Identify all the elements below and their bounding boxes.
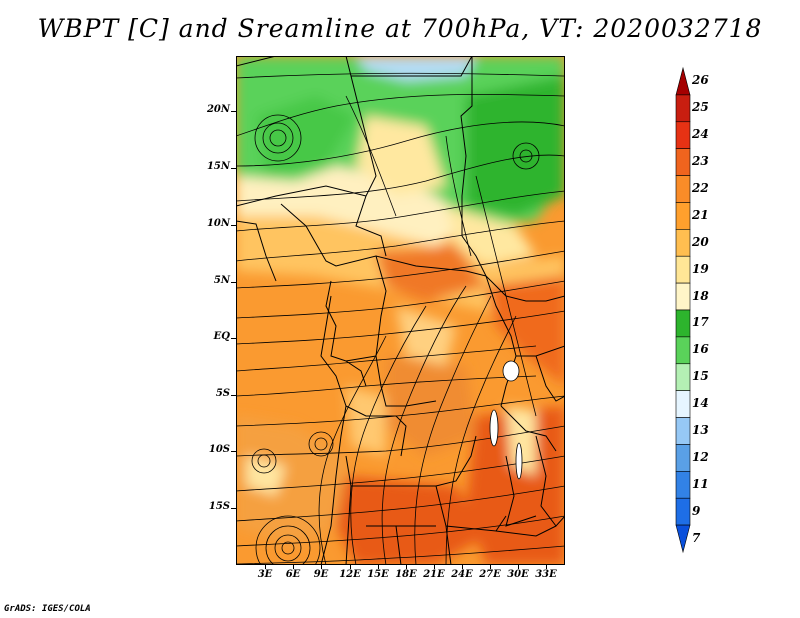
colorbar: [675, 66, 691, 554]
colorbar-segment: [675, 121, 691, 149]
colorbar-segment: [675, 175, 691, 203]
colorbar-segment: [675, 417, 691, 445]
colorbar-label: 21: [692, 207, 709, 222]
credit-text: GrADS: IGES/COLA: [4, 604, 91, 614]
lat-label: 5N: [213, 275, 230, 286]
lon-label: 33E: [535, 569, 557, 580]
colorbar-segment: [675, 94, 691, 123]
lat-label: 15S: [208, 501, 230, 512]
colorbar-label: 11: [692, 476, 709, 491]
lon-label: 24E: [451, 569, 473, 580]
lon-label: 21E: [423, 569, 445, 580]
colorbar-label: 9: [692, 503, 701, 518]
colorbar-segment: [675, 282, 691, 311]
colorbar-label: 22: [692, 181, 709, 195]
lat-label: 10S: [208, 444, 230, 455]
lat-label: 15N: [206, 161, 230, 172]
colorbar-segment: [675, 66, 691, 96]
colorbar-label: 24: [692, 127, 709, 142]
colorbar-segment: [675, 336, 691, 365]
lon-label: 12E: [339, 569, 361, 580]
lat-label: EQ: [213, 331, 230, 342]
colorbar-segment: [675, 390, 691, 418]
colorbar-label: 14: [692, 396, 709, 411]
colorbar-label: 7: [692, 530, 701, 545]
chart-title: WBPT [C] and Sreamline at 700hPa, VT: 20…: [37, 14, 763, 43]
lat-label: 10N: [206, 218, 230, 229]
colorbar-segment: [675, 202, 691, 230]
lon-label: 15E: [367, 569, 389, 580]
lon-label: 27E: [479, 569, 501, 580]
colorbar-label: 25: [692, 100, 709, 115]
lon-label: 30E: [507, 569, 529, 580]
map-panel: [236, 56, 565, 565]
colorbar-segment: [675, 444, 691, 472]
colorbar-segment: [675, 309, 691, 338]
colorbar-segment: [675, 229, 691, 257]
colorbar-label: 18: [692, 288, 709, 303]
colorbar-segment: [675, 363, 691, 391]
colorbar-label: 12: [692, 449, 709, 464]
lon-label: 18E: [395, 569, 417, 580]
colorbar-segment: [675, 524, 691, 554]
colorbar-label: 15: [692, 369, 709, 384]
colorbar-label: 23: [692, 154, 709, 169]
colorbar-label: 20: [692, 234, 709, 249]
colorbar-segment: [675, 255, 691, 284]
colorbar-label: 17: [692, 315, 709, 330]
colorbar-label: 19: [692, 261, 709, 276]
colorbar-segment: [675, 471, 691, 499]
colorbar-segment: [675, 148, 691, 176]
lat-label: 20N: [206, 104, 230, 115]
lon-label: 9E: [313, 569, 329, 580]
lat-label: 5S: [215, 388, 230, 399]
lon-label: 6E: [285, 569, 301, 580]
lon-label: 3E: [257, 569, 273, 580]
colorbar-segment: [675, 497, 691, 526]
colorbar-label: 16: [692, 342, 709, 357]
colorbar-label: 26: [692, 73, 709, 88]
country-borders: [236, 56, 565, 565]
colorbar-label: 13: [692, 423, 709, 437]
lakes: [489, 360, 523, 480]
